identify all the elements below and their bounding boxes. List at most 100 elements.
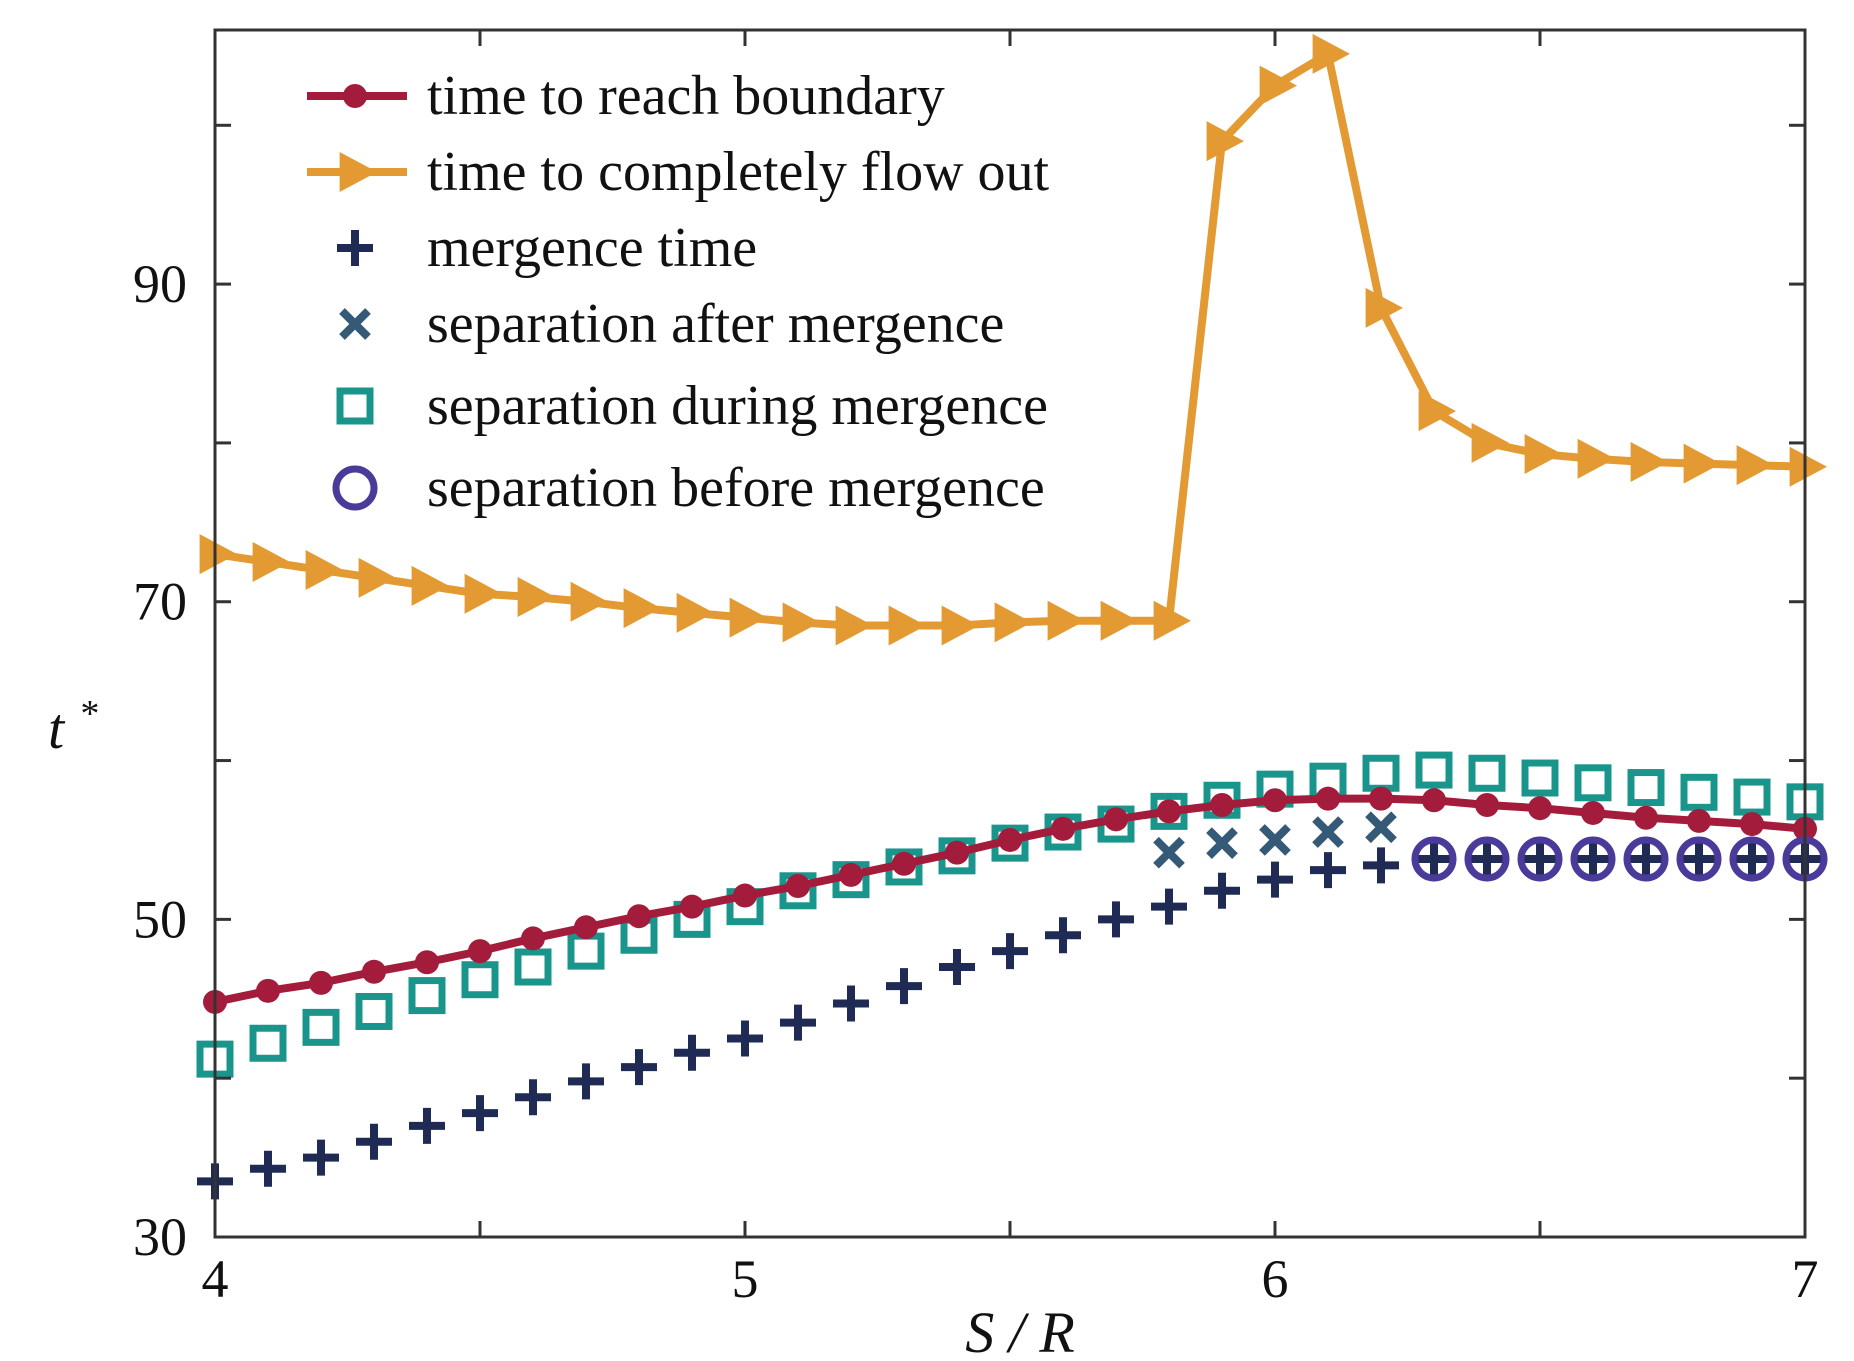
series-3-point-28 [1628,841,1664,878]
series-5-point-29 [1680,773,1718,811]
series-2-point-19-shape [1153,600,1191,641]
series-5 [196,751,1824,1078]
series-3-point-14 [886,968,922,1005]
series-1-point-22 [1316,786,1340,811]
series-2-point-6 [464,573,502,614]
series-3-point-18-shape [1098,901,1134,938]
series-5-point-5 [408,977,446,1015]
series-3-point-18 [1098,901,1134,938]
series-2-point-25-shape [1471,422,1509,463]
series-2-point-19 [1153,600,1191,641]
series-3-point-17-shape [1045,917,1081,954]
series-5-point-24 [1415,751,1453,789]
y-tick-label-3: 50 [133,889,187,949]
series-3-point-29 [1681,841,1717,878]
series-3-point-26-shape [1522,841,1558,878]
series-1-point-12-shape [786,874,810,899]
series-2-point-8-shape [570,581,608,622]
legend-label-4: separation after mergence [427,293,1004,355]
series-4-point-5-shape [1365,811,1397,844]
legend-label-1: time to reach boundary [427,65,945,127]
legend-item-5: separation during mergence [336,375,1048,437]
series-3-point-12-shape [780,1004,816,1041]
y-axis-label-superscript: * [79,693,98,735]
legend-marker-2 [339,152,377,192]
series-1-point-30-shape [1740,812,1764,837]
series-1-point-10 [680,894,704,919]
series-3-point-10-shape [674,1034,710,1071]
series-1-point-19-shape [1157,799,1181,824]
series-2-point-29 [1683,443,1721,484]
series-5-point-23 [1362,754,1400,792]
x-tick-label-1: 4 [202,1249,229,1309]
series-5-point-27-shape [1574,764,1612,802]
series-5-point-30 [1733,778,1771,816]
series-6-point-5 [1623,836,1669,882]
series-5-point-29-shape [1680,773,1718,811]
series-5-point-7-shape [514,948,552,986]
series-3-point-11-shape [727,1020,763,1057]
series-2-point-13 [835,605,873,646]
x-axis-label: S / R [965,1300,1075,1361]
series-2-point-27-shape [1577,438,1615,479]
series-2-point-14-shape [888,605,926,646]
series-2-point-4 [358,557,396,598]
series-3-point-26 [1522,841,1558,878]
series-6-point-5-shape [1623,836,1669,882]
series-2-point-9 [623,588,661,629]
axes: 4 5 6 7 30 50 70 90 [133,28,1819,1309]
series-2-point-22-shape [1312,33,1350,74]
series-2-point-26 [1524,434,1562,475]
series-5-point-8 [567,932,605,970]
legend-item-2: time to completely flow out [307,141,1050,203]
series-3-point-17 [1045,917,1081,954]
series-5-point-28 [1627,769,1665,807]
series-2-point-9-shape [623,588,661,629]
series-3-point-7-shape [515,1079,551,1116]
series-2-point-13-shape [835,605,873,646]
series-2-point-11 [729,597,767,638]
series-2-point-6-shape [464,573,502,614]
series-1-point-15 [945,840,969,865]
series-3-point-5 [409,1107,445,1144]
series-4-point-5 [1365,811,1397,844]
series-2-point-7-shape [517,576,555,617]
series-3-point-19 [1151,888,1187,925]
series-6-point-4-shape [1570,836,1616,882]
series-3-point-16-shape [992,933,1028,970]
series-3-point-27-shape [1575,841,1611,878]
legend-marker-5 [336,387,374,425]
series-2-point-14 [888,605,926,646]
series-3-point-24 [1416,841,1452,878]
legend-item-1: time to reach boundary [307,65,945,127]
series-1-point-20 [1210,793,1234,818]
series-3-point-27 [1575,841,1611,878]
series-3-point-8-shape [568,1063,604,1100]
series-1-point-18-shape [1104,807,1128,832]
legend-marker-4-shape [339,308,371,340]
legend-marker-6 [332,465,378,511]
series-5-point-23-shape [1362,754,1400,792]
series-1-point-12 [786,874,810,899]
legend-marker-3-shape [337,230,373,266]
series-2-point-18 [1100,600,1138,641]
series-2-point-27 [1577,438,1615,479]
series-2-point-12-shape [782,602,820,643]
series-3-point-24-shape [1416,841,1452,878]
series-1-point-9-shape [627,904,651,929]
series-1-point-5-shape [415,950,439,975]
series-1-point-7 [521,926,545,951]
series-2-point-21 [1259,65,1297,106]
y-tick-label-7: 90 [133,254,187,314]
series-2-point-20-shape [1206,121,1244,162]
series-1-point-28 [1634,805,1658,830]
series-1-point-9 [627,904,651,929]
series-2-point-30 [1736,445,1774,486]
series-5-point-3 [302,1008,340,1046]
series-5-point-5-shape [408,977,446,1015]
series-3-point-4 [356,1123,392,1160]
series-1-point-4 [362,959,386,984]
series-1-point-24 [1422,788,1446,813]
series-1-point-7-shape [521,926,545,951]
series-3-point-30 [1734,841,1770,878]
